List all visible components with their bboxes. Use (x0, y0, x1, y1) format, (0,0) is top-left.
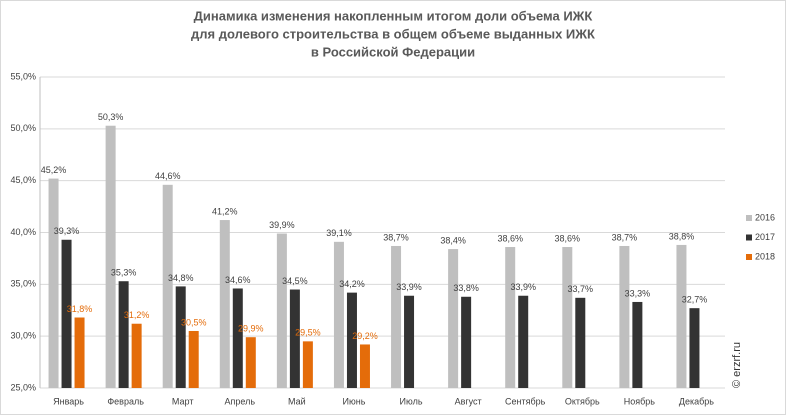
x-tick-label: Декабрь (679, 396, 714, 406)
bar (505, 247, 516, 388)
data-label: 34,8% (168, 273, 194, 283)
bar (404, 295, 415, 388)
y-tick-label: 35,0% (10, 279, 36, 289)
bar (518, 295, 529, 388)
bar (562, 247, 573, 388)
legend-swatch (746, 215, 752, 221)
x-tick-label: Май (288, 396, 306, 406)
bar (131, 323, 142, 388)
x-tick-label: Январь (53, 396, 84, 406)
bar (346, 292, 357, 388)
legend-label: 2017 (755, 232, 775, 242)
data-label: 33,9% (396, 282, 422, 292)
data-label: 38,7% (383, 232, 409, 242)
bar (448, 249, 459, 388)
data-label: 50,3% (98, 112, 124, 122)
data-label: 38,6% (497, 233, 523, 243)
x-tick-label: Ноябрь (624, 396, 656, 406)
data-label: 34,6% (225, 275, 251, 285)
data-label: 29,2% (352, 331, 378, 341)
data-label: 39,9% (269, 220, 295, 230)
data-label: 38,7% (612, 232, 638, 242)
x-tick-label: Август (455, 396, 482, 406)
data-label: 44,6% (155, 171, 181, 181)
bar (289, 289, 300, 388)
bar (689, 308, 700, 388)
y-tick-label: 25,0% (10, 382, 36, 392)
bar (619, 245, 630, 388)
y-tick-label: 45,0% (10, 175, 36, 185)
data-label: 31,8% (67, 304, 93, 314)
bar (105, 125, 116, 389)
chart-title: для долевого строительства в общем объем… (191, 26, 595, 41)
data-label: 38,8% (669, 231, 695, 241)
data-label: 32,7% (682, 295, 708, 305)
y-tick-label: 55,0% (10, 71, 36, 81)
data-label: 38,4% (440, 235, 466, 245)
bar (175, 286, 186, 388)
y-tick-label: 50,0% (10, 123, 36, 133)
bar (359, 344, 370, 388)
legend-swatch (746, 254, 752, 260)
bar (461, 296, 472, 388)
data-label: 34,2% (339, 279, 365, 289)
data-label: 29,9% (238, 324, 264, 334)
bar (48, 178, 59, 388)
bar (333, 241, 344, 388)
bar (118, 281, 129, 388)
data-label: 39,3% (54, 226, 80, 236)
x-tick-label: Апрель (225, 396, 256, 406)
chart-title: Динамика изменения накопленным итогом до… (194, 8, 593, 23)
data-label: 30,5% (181, 317, 207, 327)
x-tick-label: Июль (400, 396, 423, 406)
legend-swatch (746, 234, 752, 241)
y-tick-label: 40,0% (10, 227, 36, 237)
data-label: 39,1% (326, 228, 352, 238)
bar (61, 239, 72, 388)
bar (232, 288, 243, 388)
x-tick-label: Март (172, 396, 194, 406)
data-label: 31,2% (124, 310, 150, 320)
legend-label: 2016 (755, 212, 775, 222)
bar (276, 233, 287, 388)
bar (676, 244, 687, 388)
bar (162, 184, 173, 388)
chart-title: в Российской Федерации (311, 44, 475, 59)
watermark: © erzrf.ru (731, 342, 743, 388)
data-label: 33,9% (510, 282, 536, 292)
x-tick-label: Июнь (343, 396, 366, 406)
y-tick-label: 30,0% (10, 331, 36, 341)
bar (575, 297, 586, 388)
data-label: 29,5% (295, 328, 321, 338)
data-label: 33,8% (453, 283, 479, 293)
data-label: 35,3% (111, 268, 137, 278)
x-tick-label: Февраль (107, 396, 144, 406)
x-tick-label: Сентябрь (505, 396, 546, 406)
bar (245, 337, 256, 388)
data-label: 45,2% (41, 165, 67, 175)
data-label: 34,5% (282, 276, 308, 286)
bar (632, 301, 643, 388)
data-label: 33,7% (568, 284, 594, 294)
bar (391, 245, 402, 388)
bar (74, 317, 85, 388)
bar (219, 220, 230, 388)
x-tick-label: Октябрь (565, 396, 600, 406)
bar (302, 341, 313, 388)
data-label: 38,6% (555, 233, 581, 243)
bar (188, 330, 199, 388)
data-label: 33,3% (625, 288, 651, 298)
data-label: 41,2% (212, 206, 238, 216)
legend-label: 2018 (755, 251, 775, 261)
